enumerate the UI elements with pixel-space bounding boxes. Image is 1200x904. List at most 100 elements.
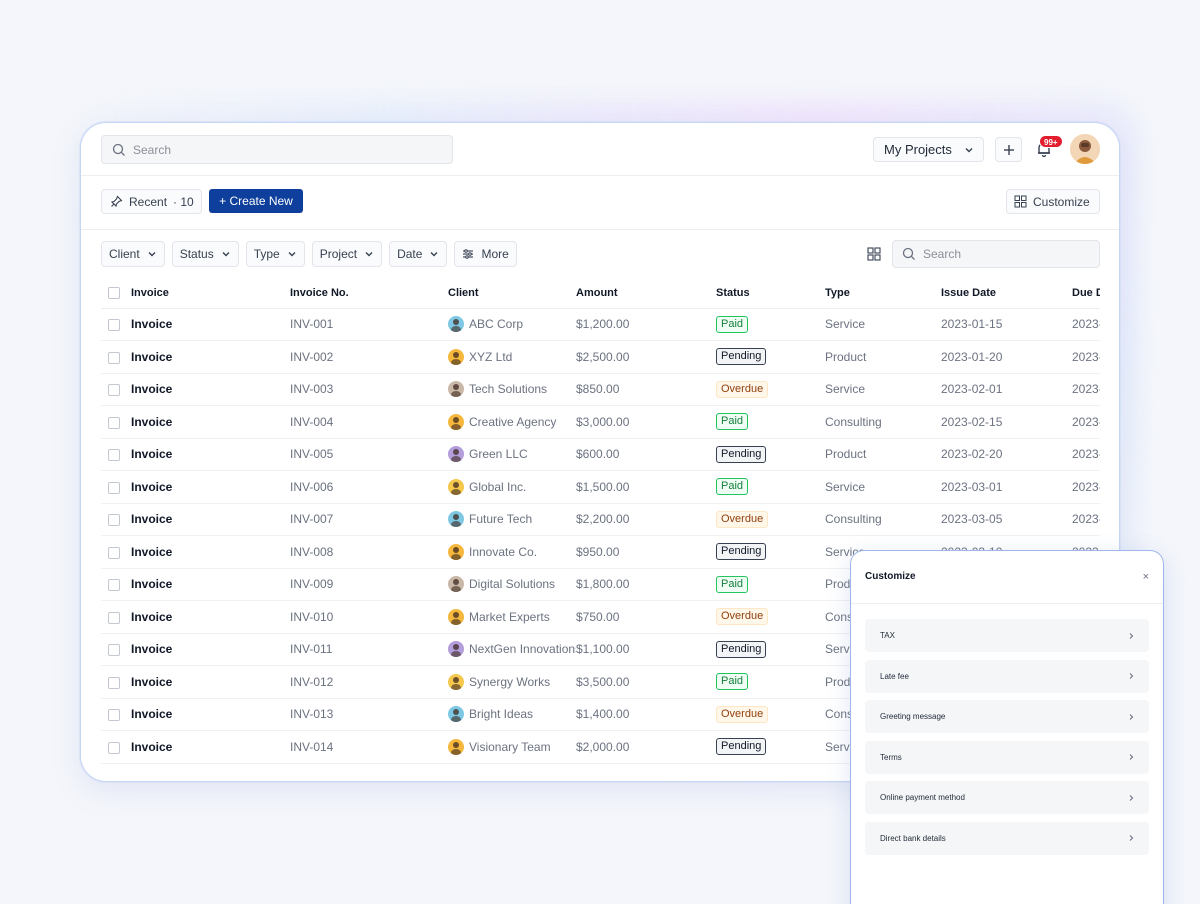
table-row[interactable]: Invoice INV-002 XYZ Ltd $2,500.00 Pending Pro…	[101, 340, 1100, 374]
column-header-status[interactable]: Status	[716, 278, 825, 309]
column-header-invoice-no[interactable]: Invoice No.	[290, 278, 448, 309]
filter-project[interactable]: Project	[311, 241, 383, 267]
checkbox[interactable]	[108, 384, 120, 397]
row-select[interactable]	[101, 470, 131, 504]
checkbox[interactable]	[108, 709, 120, 722]
client-avatar	[448, 381, 464, 398]
table-row[interactable]: Invoice INV-003 Tech Solutions $850.00 Overd…	[101, 373, 1100, 406]
recent-label: Recent	[129, 194, 168, 209]
cell-type: Service	[825, 373, 941, 406]
checkbox[interactable]	[108, 644, 120, 657]
customize-option[interactable]: Online payment method	[865, 781, 1149, 814]
column-header-type[interactable]: Type	[825, 278, 941, 309]
grid-view-icon[interactable]	[867, 247, 881, 261]
create-new-button[interactable]: + Create New	[209, 189, 303, 213]
row-select[interactable]	[101, 568, 131, 601]
checkbox[interactable]	[108, 546, 120, 559]
cell-due-date: 2023-04-01	[1072, 470, 1100, 504]
filter-type[interactable]: Type	[245, 241, 305, 267]
customize-button[interactable]: Customize	[1006, 189, 1100, 214]
client-avatar	[448, 413, 464, 430]
create-new-label: + Create New	[219, 194, 293, 208]
row-select[interactable]	[101, 600, 131, 634]
filter-more[interactable]: More	[454, 241, 517, 267]
cell-invoice-no: INV-008	[290, 535, 448, 569]
row-select[interactable]	[101, 405, 131, 439]
row-select[interactable]	[101, 503, 131, 536]
cell-invoice: Invoice	[131, 698, 290, 731]
row-select[interactable]	[101, 665, 131, 699]
column-header-client[interactable]: Client	[448, 278, 576, 309]
client-name: Innovate Co.	[469, 544, 538, 559]
checkbox[interactable]	[108, 319, 120, 332]
header-select-all[interactable]	[101, 278, 131, 309]
filter-client[interactable]: Client	[101, 241, 165, 267]
checkbox[interactable]	[108, 741, 120, 754]
cell-invoice: Invoice	[131, 633, 290, 666]
column-header-issue-date[interactable]: Issue Date	[941, 278, 1072, 309]
global-search-input[interactable]: Search	[101, 135, 453, 164]
table-search-input[interactable]: Search	[892, 240, 1100, 268]
cell-invoice: Invoice	[131, 340, 290, 374]
toolbar: Recent · 10 + Create New Customize	[81, 176, 1119, 230]
cell-status: Pending	[716, 340, 825, 374]
row-select[interactable]	[101, 373, 131, 406]
table-row[interactable]: Invoice INV-001 ABC Corp $1,200.00 Paid Servi…	[101, 308, 1100, 341]
row-select[interactable]	[101, 340, 131, 374]
client-avatar	[448, 316, 464, 333]
status-badge: Overdue	[716, 705, 769, 723]
cell-due-date: 2023-02-20	[1072, 340, 1100, 374]
cell-status: Overdue	[716, 503, 825, 536]
checkbox[interactable]	[108, 481, 120, 494]
row-select[interactable]	[101, 698, 131, 731]
cell-invoice-no: INV-001	[290, 308, 448, 341]
cell-client: Tech Solutions	[448, 373, 576, 406]
checkbox[interactable]	[108, 449, 120, 462]
checkbox[interactable]	[108, 676, 120, 689]
table-row[interactable]: Invoice INV-006 Global Inc. $1,500.00 Paid Se…	[101, 470, 1100, 504]
column-header-due-date[interactable]: Due Date	[1072, 278, 1100, 309]
customize-option[interactable]: Terms	[865, 740, 1149, 774]
filter-status[interactable]: Status	[171, 241, 239, 267]
add-button[interactable]	[995, 137, 1022, 162]
cell-invoice-no: INV-004	[290, 405, 448, 439]
customize-panel: Customize × TAX Late fee Greeting message T…	[850, 550, 1164, 904]
checkbox[interactable]	[108, 351, 120, 364]
project-select[interactable]: My Projects	[873, 137, 984, 162]
customize-option[interactable]: Late fee	[865, 659, 1149, 693]
checkbox[interactable]	[108, 286, 120, 299]
recent-count: · 10	[173, 194, 194, 209]
table-row[interactable]: Invoice INV-004 Creative Agency $3,000.00 Pa…	[101, 405, 1100, 439]
checkbox[interactable]	[108, 579, 120, 592]
client-avatar	[448, 511, 464, 528]
table-row[interactable]: Invoice INV-007 Future Tech $2,200.00 Overdu…	[101, 503, 1100, 536]
row-select[interactable]	[101, 308, 131, 341]
row-select[interactable]	[101, 438, 131, 471]
row-select[interactable]	[101, 535, 131, 569]
client-name: Future Tech	[469, 512, 533, 527]
cell-invoice-no: INV-006	[290, 470, 448, 504]
cell-status: Overdue	[716, 600, 825, 634]
status-badge: Pending	[716, 348, 767, 366]
cell-invoice: Invoice	[131, 600, 290, 634]
recent-button[interactable]: Recent · 10	[101, 189, 202, 214]
customize-option-label: Direct bank details	[880, 833, 946, 843]
row-select[interactable]	[101, 633, 131, 666]
checkbox[interactable]	[108, 611, 120, 624]
checkbox[interactable]	[108, 416, 120, 429]
sliders-icon	[463, 249, 474, 259]
filter-date[interactable]: Date	[389, 241, 448, 267]
row-select[interactable]	[101, 730, 131, 764]
column-header-invoice[interactable]: Invoice	[131, 278, 290, 309]
checkbox[interactable]	[108, 514, 120, 527]
cell-invoice: Invoice	[131, 373, 290, 406]
customize-option[interactable]: Greeting message	[865, 700, 1149, 733]
customize-option[interactable]: TAX	[865, 619, 1149, 652]
user-avatar[interactable]	[1070, 134, 1100, 164]
column-header-amount[interactable]: Amount	[576, 278, 716, 309]
table-row[interactable]: Invoice INV-011 NextGen Innovations $1,100.…	[101, 633, 1100, 666]
plus-icon	[1003, 144, 1014, 155]
customize-option[interactable]: Direct bank details	[865, 821, 1149, 855]
close-icon[interactable]: ×	[1142, 571, 1149, 583]
table-row[interactable]: Invoice INV-005 Green LLC $600.00 Pending Pro…	[101, 438, 1100, 471]
